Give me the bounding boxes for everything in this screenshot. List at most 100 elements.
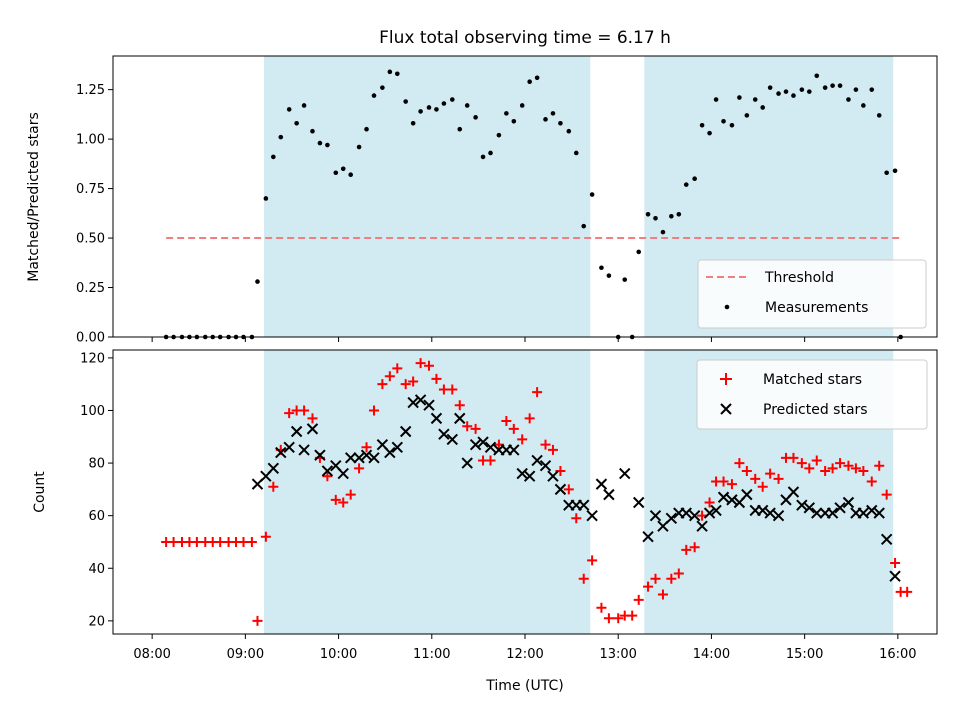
measurement-point bbox=[449, 97, 455, 102]
top-legend-box bbox=[697, 259, 927, 329]
matched-star-point bbox=[890, 558, 901, 568]
matched-star-point bbox=[330, 494, 341, 505]
matched-star-point bbox=[501, 416, 512, 426]
matched-star-point bbox=[238, 536, 249, 547]
matched-star-point bbox=[627, 610, 638, 621]
y-tick-label: 40 bbox=[88, 562, 105, 577]
matched-star-point bbox=[757, 481, 768, 492]
matched-legend-label: Matched stars bbox=[763, 372, 862, 388]
x-tick-label: 11:00 bbox=[413, 647, 450, 662]
measurement-point bbox=[846, 97, 851, 102]
measurement-point bbox=[581, 223, 587, 229]
predicted-star-point bbox=[469, 438, 482, 451]
predicted-star-point bbox=[710, 504, 722, 517]
measurement-point bbox=[744, 113, 750, 118]
measurement-point bbox=[892, 168, 898, 174]
measurement-points bbox=[163, 69, 903, 340]
matched-star-point bbox=[423, 360, 434, 371]
measurement-point bbox=[434, 107, 439, 112]
matched-star-point bbox=[338, 497, 349, 508]
predicted-star-point bbox=[680, 507, 692, 519]
bottom-x-ticks: 08:00 09:00 10:00 11:00 12:00 13:00 14:00 15:00… bbox=[133, 634, 917, 662]
predicted-star-point bbox=[873, 507, 885, 519]
measurement-point bbox=[364, 126, 369, 132]
top-y-axis-label: Matched/Predicted stars bbox=[26, 112, 42, 282]
matched-star-point bbox=[215, 536, 226, 547]
matched-star-point bbox=[415, 358, 426, 369]
predicted-star-point bbox=[578, 499, 590, 511]
predicted-star-point bbox=[508, 444, 520, 456]
predicted-star-point bbox=[399, 425, 412, 438]
measurement-point bbox=[317, 140, 323, 146]
predicted-star-point bbox=[384, 446, 396, 459]
matched-star-point bbox=[603, 613, 614, 624]
matched-star-point bbox=[485, 455, 496, 466]
predicted-stars-points bbox=[251, 394, 901, 582]
y-tick-label: 1.25 bbox=[76, 83, 105, 98]
predicted-star-point bbox=[321, 465, 334, 477]
predicted-star-point bbox=[842, 496, 855, 509]
predicted-star-point bbox=[586, 509, 598, 522]
matched-star-point bbox=[246, 536, 257, 547]
predicted-star-point bbox=[337, 467, 349, 480]
predicted-star-point bbox=[438, 428, 450, 440]
predicted-star-point bbox=[642, 530, 654, 543]
matched-star-point bbox=[361, 442, 372, 453]
predicted-star-point bbox=[803, 502, 816, 514]
predicted-star-point bbox=[857, 507, 870, 519]
predicted-star-point bbox=[554, 483, 567, 496]
measurement-point bbox=[371, 93, 377, 98]
measurement-point bbox=[441, 101, 447, 106]
measurement-point bbox=[558, 120, 563, 126]
measurement-point bbox=[504, 111, 509, 116]
chart-title: Flux total observing time = 6.17 h bbox=[379, 28, 671, 48]
matched-star-point bbox=[540, 439, 551, 450]
measurement-point bbox=[729, 122, 735, 128]
matched-star-point bbox=[633, 594, 644, 605]
measurement-point bbox=[660, 229, 666, 235]
x-tick-label: 08:00 bbox=[133, 647, 170, 662]
bottom-y-axis-label: Count bbox=[32, 471, 48, 513]
predicted-star-point bbox=[703, 507, 716, 519]
predicted-star-point bbox=[619, 467, 631, 480]
measurement-point bbox=[760, 105, 765, 110]
predicted-star-point bbox=[477, 436, 489, 448]
bottom-shaded-regions bbox=[264, 350, 894, 634]
top-panel: 0.00 0.25 0.50 0.75 1.00 1.25 Matched/Predict… bbox=[26, 55, 938, 346]
predicted-star-point bbox=[741, 488, 753, 501]
predicted-star-point bbox=[290, 425, 303, 438]
predicted-star-point bbox=[360, 449, 373, 461]
x-tick-label: 16:00 bbox=[879, 647, 916, 662]
matched-star-point bbox=[438, 384, 449, 395]
measurement-point bbox=[263, 196, 269, 201]
measurement-point bbox=[884, 170, 889, 176]
matched-star-point bbox=[354, 463, 365, 474]
top-x-ticks bbox=[151, 337, 899, 342]
matched-star-point bbox=[260, 531, 271, 542]
measurement-point bbox=[799, 87, 805, 92]
matched-star-point bbox=[827, 463, 838, 474]
matched-star-point bbox=[704, 497, 715, 508]
predicted-star-point bbox=[764, 507, 776, 519]
matched-star-point bbox=[835, 458, 846, 469]
measurements-legend-swatch bbox=[724, 304, 730, 310]
measurement-point bbox=[301, 103, 307, 108]
predicted-star-point bbox=[275, 446, 287, 459]
predicted-star-point bbox=[696, 520, 708, 532]
measurement-point bbox=[822, 85, 828, 90]
measurement-point bbox=[767, 85, 773, 90]
matched-star-point bbox=[613, 613, 624, 624]
matched-star-point bbox=[563, 484, 574, 495]
x-axis-label: Time (UTC) bbox=[485, 678, 563, 694]
measurement-point bbox=[573, 150, 579, 156]
matched-star-point bbox=[578, 573, 589, 584]
x-tick-label: 10:00 bbox=[320, 647, 357, 662]
predicted-star-point bbox=[595, 478, 608, 490]
measurement-point bbox=[566, 128, 572, 134]
matched-star-point bbox=[191, 536, 202, 547]
measurement-point bbox=[653, 215, 658, 221]
predicted-star-point bbox=[407, 396, 419, 409]
y-tick-label: 0.00 bbox=[76, 331, 105, 346]
predicted-star-point bbox=[633, 496, 645, 509]
measurement-point bbox=[271, 154, 276, 160]
